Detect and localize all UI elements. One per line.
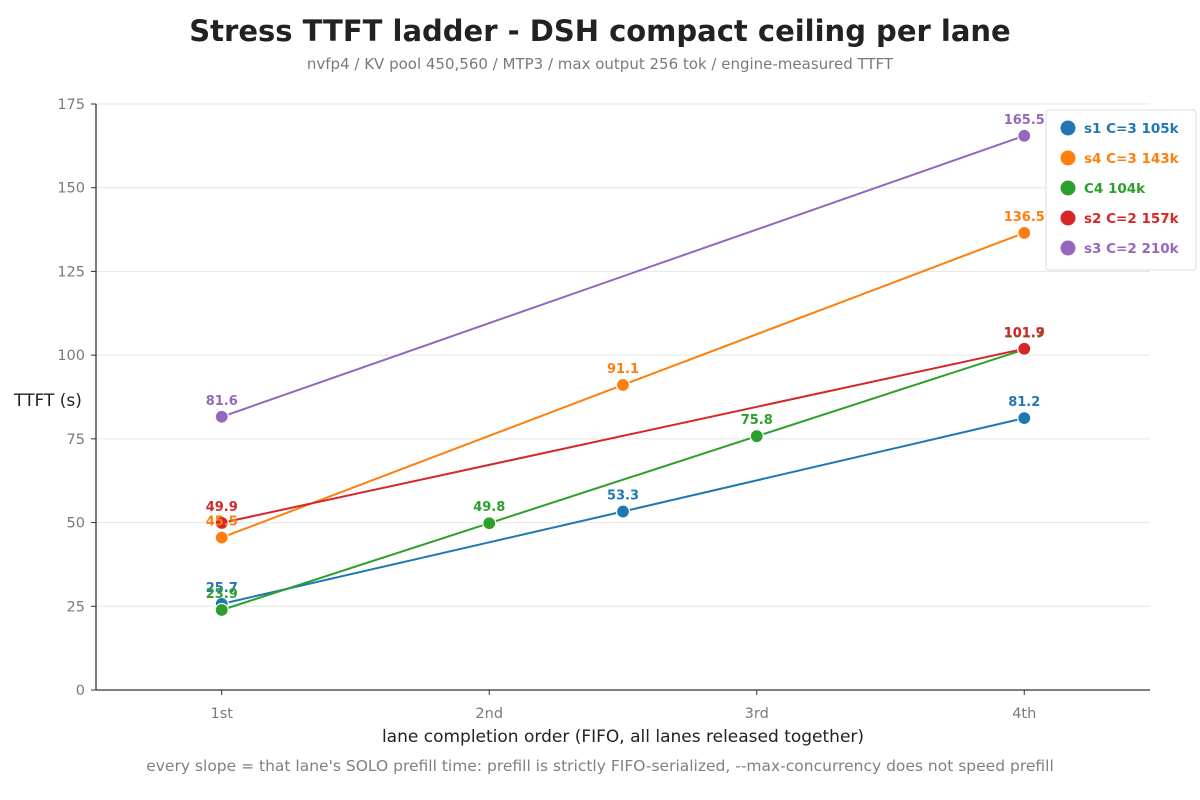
axes bbox=[95, 104, 1150, 691]
series-2-data-label: 91.1 bbox=[607, 362, 639, 377]
y-tick-label: 50 bbox=[67, 516, 85, 532]
y-tick-label: 150 bbox=[57, 181, 85, 197]
series-1-data-label: 81.2 bbox=[1008, 395, 1040, 410]
series-5-data-label: 165.5 bbox=[1004, 113, 1045, 128]
series-3-line bbox=[221, 348, 1025, 611]
x-tick-label: 4th bbox=[1012, 706, 1036, 722]
series-2-data-label: 136.5 bbox=[1004, 210, 1045, 225]
legend-label: s2 C=2 157k bbox=[1084, 211, 1180, 227]
series-3-data-label: 101.7 bbox=[1004, 326, 1045, 341]
series-3-point bbox=[482, 516, 497, 531]
chart-footnote: every slope = that lane's SOLO prefill t… bbox=[146, 757, 1054, 775]
legend-label: s4 C=3 143k bbox=[1084, 151, 1180, 167]
series-5-point bbox=[214, 409, 229, 424]
series-3-data-label: 23.9 bbox=[206, 587, 238, 602]
legend: s1 C=3 105k s4 C=3 143k C4 104k s2 C=2 157k… bbox=[1045, 109, 1197, 271]
series-2-point bbox=[1017, 225, 1032, 241]
y-tick-label: 0 bbox=[76, 683, 85, 699]
series-4-data-label: 101.9 bbox=[1004, 326, 1045, 341]
series-1-point bbox=[1017, 410, 1032, 426]
y-tick-label: 175 bbox=[57, 97, 85, 113]
data-labels: 25.7 53.3 81.2 45.5 91.1 136.5 23.9 49.8 75.8 101… bbox=[206, 113, 1045, 602]
y-tick-label: 75 bbox=[67, 432, 85, 448]
series-points bbox=[214, 128, 1032, 618]
series-3-point bbox=[749, 429, 764, 444]
tick-labels: 0 25 50 75 100 125 150 175 1st 2nd 3rd 4th bbox=[57, 97, 1036, 722]
series-5-data-label: 81.6 bbox=[206, 394, 238, 409]
x-tick-label: 3rd bbox=[745, 706, 769, 722]
series-4-data-label: 49.9 bbox=[206, 500, 238, 515]
legend-marker bbox=[1060, 210, 1076, 226]
series-5-point bbox=[1017, 128, 1032, 143]
legend-marker bbox=[1060, 240, 1076, 256]
y-tick-label: 25 bbox=[67, 599, 85, 615]
legend-box bbox=[1045, 109, 1197, 271]
series-3-point bbox=[214, 602, 229, 618]
chart-title: Stress TTFT ladder - DSH compact ceiling… bbox=[189, 14, 1011, 48]
series-2-data-label: 45.5 bbox=[206, 515, 238, 530]
legend-marker bbox=[1060, 120, 1076, 136]
y-tick-label: 125 bbox=[57, 264, 85, 280]
series-1-data-label: 53.3 bbox=[607, 489, 639, 504]
series-4-point bbox=[214, 515, 229, 531]
x-axis-title: lane completion order (FIFO, all lanes r… bbox=[382, 727, 864, 747]
series-4-line bbox=[221, 347, 1025, 524]
y-axis-title: TTFT (s) bbox=[13, 391, 82, 411]
legend-marker bbox=[1060, 150, 1076, 166]
series-3-data-label: 75.8 bbox=[741, 413, 773, 428]
legend-label: C4 104k bbox=[1084, 181, 1146, 197]
legend-label: s1 C=3 105k bbox=[1084, 121, 1180, 137]
chart-subtitle: nvfp4 / KV pool 450,560 / MTP3 / max out… bbox=[306, 55, 894, 73]
series-2-point bbox=[615, 377, 631, 393]
legend-label: s3 C=2 210k bbox=[1084, 241, 1180, 257]
x-tick-label: 1st bbox=[210, 706, 233, 722]
series-5-line bbox=[221, 134, 1025, 418]
series-4-point bbox=[1017, 341, 1032, 356]
series-2-point bbox=[214, 530, 229, 545]
series-1-data-label: 25.7 bbox=[206, 581, 238, 596]
x-tick-label: 2nd bbox=[475, 706, 503, 722]
grid-lines bbox=[96, 103, 1150, 607]
legend-marker bbox=[1060, 180, 1076, 196]
series-1-point bbox=[615, 504, 631, 519]
series-3-data-label: 49.8 bbox=[473, 500, 505, 515]
y-tick-label: 100 bbox=[57, 348, 85, 364]
